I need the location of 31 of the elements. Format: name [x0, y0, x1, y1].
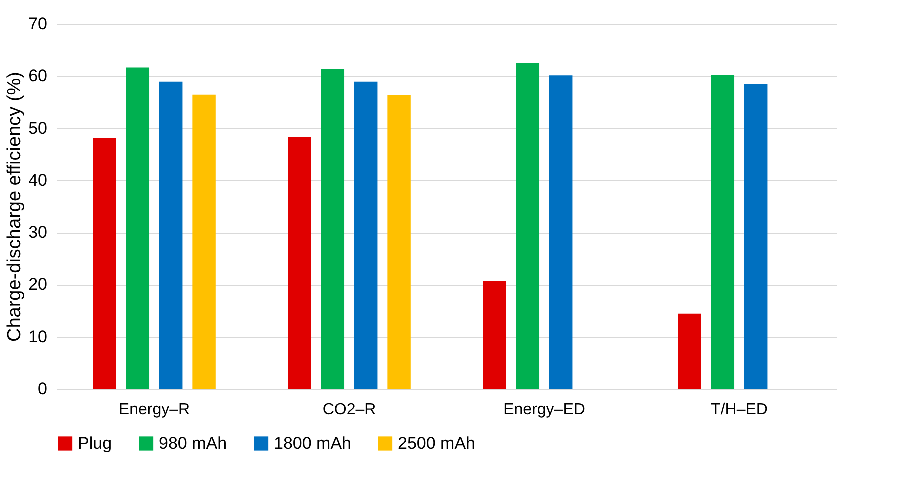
- bar: [678, 314, 702, 389]
- bar: [126, 68, 150, 389]
- y-tick-label: 50: [28, 118, 48, 138]
- y-tick-label: 40: [28, 170, 48, 190]
- bar: [388, 95, 411, 389]
- bar: [744, 84, 768, 389]
- bar: [288, 137, 312, 389]
- y-tick-label: 20: [28, 275, 48, 294]
- legend-label: 980 mAh: [159, 434, 228, 453]
- y-tick-label: 0: [38, 380, 48, 398]
- x-tick-label: CO2–R: [322, 402, 376, 418]
- y-tick-label: 30: [28, 223, 48, 242]
- y-tick-label: 10: [28, 327, 48, 346]
- y-axis-title: Charge-discharge efficiency (%): [4, 72, 26, 342]
- legend-label: 1800 mAh: [274, 434, 352, 453]
- bar: [516, 63, 540, 389]
- bar: [711, 75, 735, 389]
- bar: [159, 82, 183, 389]
- legend-label: Plug: [78, 434, 112, 453]
- bar: [483, 281, 506, 389]
- y-tick-label: 70: [28, 14, 48, 34]
- x-tick-label: Energy–R: [118, 402, 190, 418]
- bar: [354, 82, 378, 389]
- x-tick-label: T/H–ED: [711, 402, 768, 418]
- bar: [321, 69, 345, 389]
- bar: [549, 76, 573, 389]
- bar: [192, 94, 216, 389]
- y-tick-label: 60: [28, 66, 48, 86]
- x-tick-label: Energy–ED: [504, 402, 586, 418]
- bar: [93, 138, 116, 389]
- legend-label: 2500 mAh: [398, 434, 476, 453]
